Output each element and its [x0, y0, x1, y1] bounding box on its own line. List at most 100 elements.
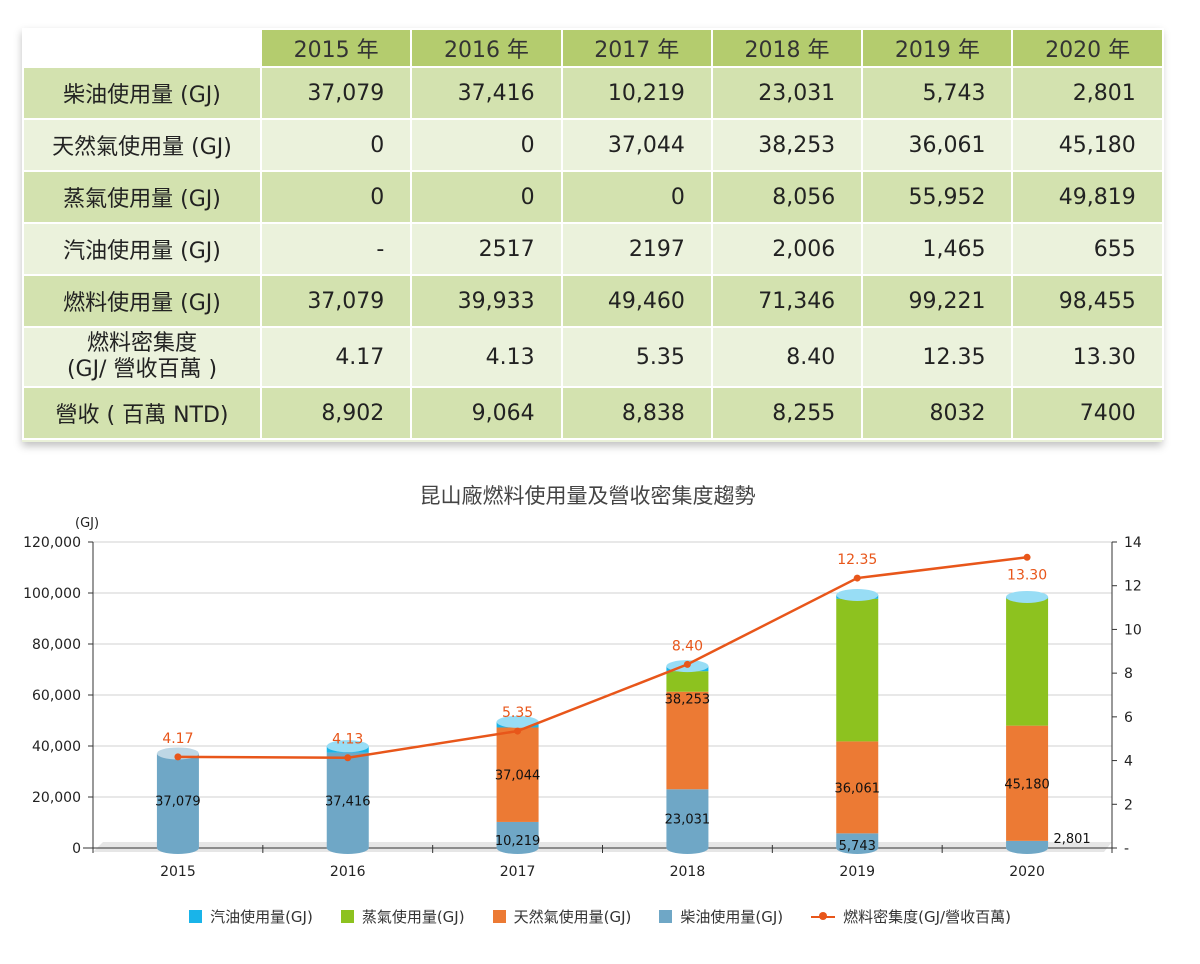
table-cell: 39,933 [410, 274, 563, 328]
table-cell: 2,801 [1011, 66, 1164, 120]
fuel-chart: 0 20,000 40,000 60,000 80,000 100,000 120,000 -… [23, 516, 1142, 880]
year-header: 2019 年 [861, 28, 1014, 68]
chart-title: 昆山廠燃料使用量及營收密集度趨勢 [419, 484, 756, 508]
table-cell: 4.17 [259, 326, 413, 388]
table-cell: 2,006 [710, 222, 864, 276]
table-cell: 37,416 [410, 66, 563, 120]
fuel-usage-table: 2015 年 2016 年 2017 年 2018 年 2019 年 2020 … [22, 28, 1164, 440]
x-tick-label: 2019 [839, 864, 875, 880]
table-row-fuel-intensity: 燃料密集度 (GJ/ 營收百萬 ) 4.17 4.13 5.35 8.40 12… [22, 326, 1164, 388]
bar-segment [326, 752, 369, 848]
intensity-label: 4.13 [332, 732, 363, 748]
legend-label: 蒸氣使用量(GJ) [361, 908, 465, 926]
y2-tick-label: 10 [1124, 622, 1142, 638]
intensity-label: 13.30 [1007, 567, 1047, 583]
table-cell: 2197 [560, 222, 713, 276]
table-cell: 0 [259, 170, 413, 224]
bar-top [1006, 590, 1049, 603]
table-cell: 5,743 [861, 66, 1014, 120]
year-header: 2020 年 [1011, 28, 1164, 68]
chart-legend: 汽油使用量(GJ) 蒸氣使用量(GJ) 天然氣使用量(GJ) 柴油使用量(GJ)… [0, 906, 1200, 927]
row-label: 汽油使用量 (GJ) [22, 222, 262, 276]
table-cell: 8.40 [710, 326, 864, 388]
y-tick-label: 60,000 [32, 688, 81, 704]
row-label: 營收 ( 百萬 NTD) [22, 386, 262, 440]
bar-segment [496, 727, 539, 822]
table-cell: 4.13 [410, 326, 563, 388]
table-row-diesel: 柴油使用量 (GJ) 37,079 37,416 10,219 23,031 5… [22, 66, 1164, 120]
row-label-line1: 燃料密集度 [86, 331, 197, 356]
y-tick-label: 40,000 [32, 739, 81, 755]
row-label: 柴油使用量 (GJ) [22, 66, 262, 120]
table-cell: 37,079 [259, 274, 413, 328]
table-row-steam: 蒸氣使用量 (GJ) 0 0 0 8,056 55,952 49,819 [22, 170, 1164, 224]
legend-item-diesel: 柴油使用量(GJ) [659, 906, 783, 927]
bar-segment [156, 753, 199, 848]
intensity-point [344, 754, 352, 762]
y-tick-label: 80,000 [32, 637, 81, 653]
table-cell: 8,902 [259, 386, 413, 440]
table-cell: 5.35 [560, 326, 713, 388]
table-cell: 98,455 [1011, 274, 1164, 328]
table-cell: 1,465 [861, 222, 1014, 276]
table-cell: 37,044 [560, 118, 713, 172]
x-tick-label: 2016 [330, 864, 366, 880]
legend-swatch [340, 910, 354, 923]
legend-item-intensity: 燃料密集度(GJ/營收百萬) [811, 906, 1011, 927]
table-cell: 13.30 [1011, 326, 1164, 388]
legend-item-gasoline: 汽油使用量(GJ) [189, 906, 313, 927]
row-label-line2: (GJ/ 營收百萬 ) [66, 357, 218, 382]
year-header: 2015 年 [259, 28, 413, 68]
intensity-point [853, 574, 861, 582]
bar-data-label: 5,743 [839, 839, 876, 854]
legend-item-steam: 蒸氣使用量(GJ) [340, 906, 465, 927]
y2-tick-label: 2 [1124, 797, 1133, 813]
table-cell: 655 [1011, 222, 1164, 276]
table-cell: 8,838 [560, 386, 713, 440]
table-row-revenue: 營收 ( 百萬 NTD) 8,902 9,064 8,838 8,255 803… [22, 386, 1164, 440]
table-cell: 23,031 [710, 66, 864, 120]
bar-segment [836, 833, 879, 848]
legend-label: 汽油使用量(GJ) [210, 908, 313, 926]
bar-segment [666, 789, 709, 848]
bar-segment [836, 598, 879, 742]
bar-segment [496, 821, 539, 848]
bar-segment [666, 691, 709, 790]
table-cell: 8,255 [710, 386, 864, 440]
row-label: 燃料使用量 (GJ) [22, 274, 262, 328]
table-cell: 0 [410, 170, 563, 224]
y-axis-label: (GJ) [75, 516, 99, 531]
bar-data-label: 38,253 [665, 693, 711, 708]
bar-top [836, 588, 879, 601]
x-tick-label: 2020 [1009, 864, 1045, 880]
x-tick-label: 2018 [670, 864, 706, 880]
bar-segment [1006, 840, 1049, 848]
table-corner-cell [22, 28, 262, 68]
x-tick-label: 2017 [500, 864, 536, 880]
bar-segment [1006, 598, 1049, 726]
bar-segment [836, 741, 879, 834]
y2-tick-label: 4 [1124, 754, 1133, 770]
table-cell: 45,180 [1011, 118, 1164, 172]
table-cell: 49,819 [1011, 170, 1164, 224]
row-label: 蒸氣使用量 (GJ) [22, 170, 262, 224]
bar-data-label: 37,044 [495, 769, 541, 784]
intensity-label: 12.35 [837, 552, 877, 568]
table-cell: 71,346 [710, 274, 864, 328]
table-row-fuel-total: 燃料使用量 (GJ) 37,079 39,933 49,460 71,346 9… [22, 274, 1164, 328]
legend-line-swatch [811, 910, 836, 923]
y2-tick-label: 6 [1124, 710, 1133, 726]
table-cell: 49,460 [560, 274, 713, 328]
y-tick-label: 120,000 [23, 535, 81, 551]
legend-swatch [189, 910, 203, 923]
table-cell: 12.35 [861, 326, 1014, 388]
bar-data-label: 23,031 [665, 813, 711, 828]
intensity-label: 5.35 [502, 705, 533, 721]
intensity-point [683, 660, 691, 668]
row-label: 燃料密集度 (GJ/ 營收百萬 ) [22, 326, 262, 388]
table-cell: 10,219 [560, 66, 713, 120]
legend-label: 天然氣使用量(GJ) [513, 908, 632, 926]
intensity-point [514, 727, 522, 735]
table-cell: 7400 [1011, 386, 1164, 440]
table-cell: 0 [259, 118, 413, 172]
